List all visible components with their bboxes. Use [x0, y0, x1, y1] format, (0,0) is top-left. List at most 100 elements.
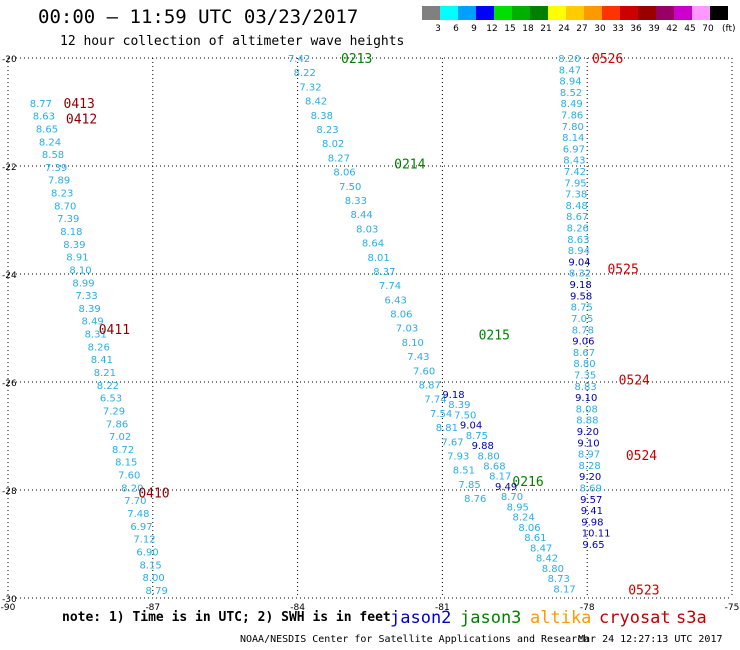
wave-height-value: 8.91	[66, 253, 88, 264]
legend-tick-label: 30	[594, 24, 606, 34]
legend-swatch	[638, 6, 656, 20]
lon-tick-label: -84	[290, 603, 305, 610]
wave-height-value: 7.38	[565, 190, 587, 201]
wave-height-value: 8.69	[580, 483, 602, 494]
wave-height-value: 8.79	[146, 586, 168, 597]
wave-height-value: 7.35	[574, 370, 596, 381]
color-legend: 3 6 9 12 15 18 21 24 27 30 33 36 39 42 45 70 (ft)	[422, 6, 736, 34]
wave-height-value: 9.18	[442, 390, 464, 401]
wave-height-value: 8.23	[316, 125, 338, 136]
wave-height-value: 7.86	[561, 111, 583, 122]
wave-height-value: 6.97	[563, 144, 585, 155]
legend-swatch	[440, 6, 458, 20]
wave-height-value: 8.81	[436, 423, 458, 434]
pass-time-label: 0412	[66, 112, 97, 127]
pass-time-label: 0525	[607, 263, 638, 278]
wave-height-value: 8.80	[542, 564, 564, 575]
legend-swatch	[602, 6, 620, 20]
legend-swatch	[656, 6, 674, 20]
wave-height-value: 8.67	[573, 348, 595, 359]
wave-height-map: -90 -87 -84 -81 -78 -75 -20 -22 -24 -26 -28 -30 8.77…	[1, 52, 740, 610]
wave-height-value: 8.42	[536, 554, 558, 565]
wave-height-value: 8.17	[489, 472, 511, 483]
wave-height-value: 8.32	[569, 269, 591, 280]
wave-height-value: 9.65	[582, 540, 604, 551]
wave-height-value: 8.33	[345, 196, 367, 207]
wave-height-value: 7.67	[441, 437, 463, 448]
legend-s3a: s3a	[676, 608, 707, 628]
wave-height-value: 8.39	[78, 304, 100, 315]
wave-height-value: 7.74	[379, 281, 401, 292]
wave-height-value: 7.95	[564, 178, 586, 189]
wave-height-value: 8.78	[572, 325, 594, 336]
wave-height-value: 8.76	[464, 494, 486, 505]
wave-height-value: 8.02	[322, 139, 344, 150]
lat-tick-label: -26	[2, 379, 17, 389]
wave-height-value: 7.89	[48, 176, 70, 187]
wave-height-value: 8.47	[530, 543, 552, 554]
wave-height-value: 8.43	[563, 156, 585, 167]
wave-height-value: 8.23	[51, 189, 73, 200]
wave-height-value: 8.94	[559, 77, 581, 88]
pass-time-label: 0216	[512, 475, 543, 490]
legend-swatch	[620, 6, 638, 20]
wave-height-value: 8.03	[356, 224, 378, 235]
wave-height-value: 10.11	[582, 529, 611, 540]
wave-height-value: 9.88	[472, 441, 494, 452]
wave-height-value: 8.39	[448, 400, 470, 411]
wave-height-value: 8.44	[350, 210, 372, 221]
wave-height-value: 8.75	[466, 431, 488, 442]
legend-swatch	[674, 6, 692, 20]
wave-height-value: 8.26	[567, 224, 589, 235]
wave-height-value: 7.02	[109, 432, 131, 443]
wave-height-value: 8.61	[524, 533, 546, 544]
wave-height-value: 8.38	[311, 111, 333, 122]
wave-height-value: 8.88	[576, 416, 598, 427]
wave-height-value: 8.22	[294, 68, 316, 79]
wave-height-value: 7.32	[299, 82, 321, 93]
legend-swatch	[566, 6, 584, 20]
wave-height-value: 7.50	[454, 410, 476, 421]
wave-height-value: 8.37	[373, 267, 395, 278]
legend-tick-label: 15	[504, 24, 515, 34]
wave-height-value: 7.54	[430, 409, 452, 420]
wave-height-value: 8.24	[39, 137, 61, 148]
lon-tick-label: -75	[725, 603, 740, 610]
wave-height-value: 8.70	[501, 492, 523, 503]
wave-height-value: 8.75	[571, 303, 593, 314]
legend-swatch	[710, 6, 728, 20]
wave-height-value: 8.97	[578, 450, 600, 461]
wave-height-value: 7.85	[458, 480, 480, 491]
wave-height-value: 8.27	[328, 153, 350, 164]
wave-height-value: 8.87	[419, 381, 441, 392]
wave-height-value: 8.21	[94, 368, 116, 379]
wave-height-value: 9.06	[572, 337, 594, 348]
wave-height-value: 7.39	[45, 163, 67, 174]
legend-tick-label: 12	[486, 24, 497, 34]
wave-height-value: 7.70	[124, 496, 146, 507]
wave-height-value: 8.06	[518, 523, 540, 534]
wave-height-value: 8.06	[390, 310, 412, 321]
wave-height-value: 6.90	[136, 547, 158, 558]
wave-height-value: 6.53	[100, 394, 122, 405]
legend-tick-label: 3	[435, 24, 441, 34]
lat-tick-label: -24	[2, 271, 17, 281]
wave-height-value: 8.42	[305, 97, 327, 108]
wave-height-value: 8.65	[36, 124, 58, 135]
lon-tick-label: -90	[1, 603, 16, 610]
wave-height-value: 8.80	[573, 359, 595, 370]
wave-height-value: 9.18	[569, 280, 591, 291]
wave-height-value: 9.41	[581, 506, 603, 517]
legend-swatch	[494, 6, 512, 20]
wave-height-value: 8.64	[362, 239, 384, 250]
wave-height-value: 7.05	[571, 314, 593, 325]
wave-height-value: 7.60	[413, 366, 435, 377]
lon-tick-label: -81	[435, 603, 450, 610]
wave-height-value: 9.57	[580, 495, 602, 506]
legend-swatch	[476, 6, 494, 20]
wave-height-value: 8.17	[553, 584, 575, 595]
wave-height-value: 7.48	[127, 509, 149, 520]
wave-height-value: 9.49	[495, 482, 517, 493]
legend-cryosat: cryosat	[599, 608, 671, 628]
wave-height-value: 8.31	[85, 330, 107, 341]
